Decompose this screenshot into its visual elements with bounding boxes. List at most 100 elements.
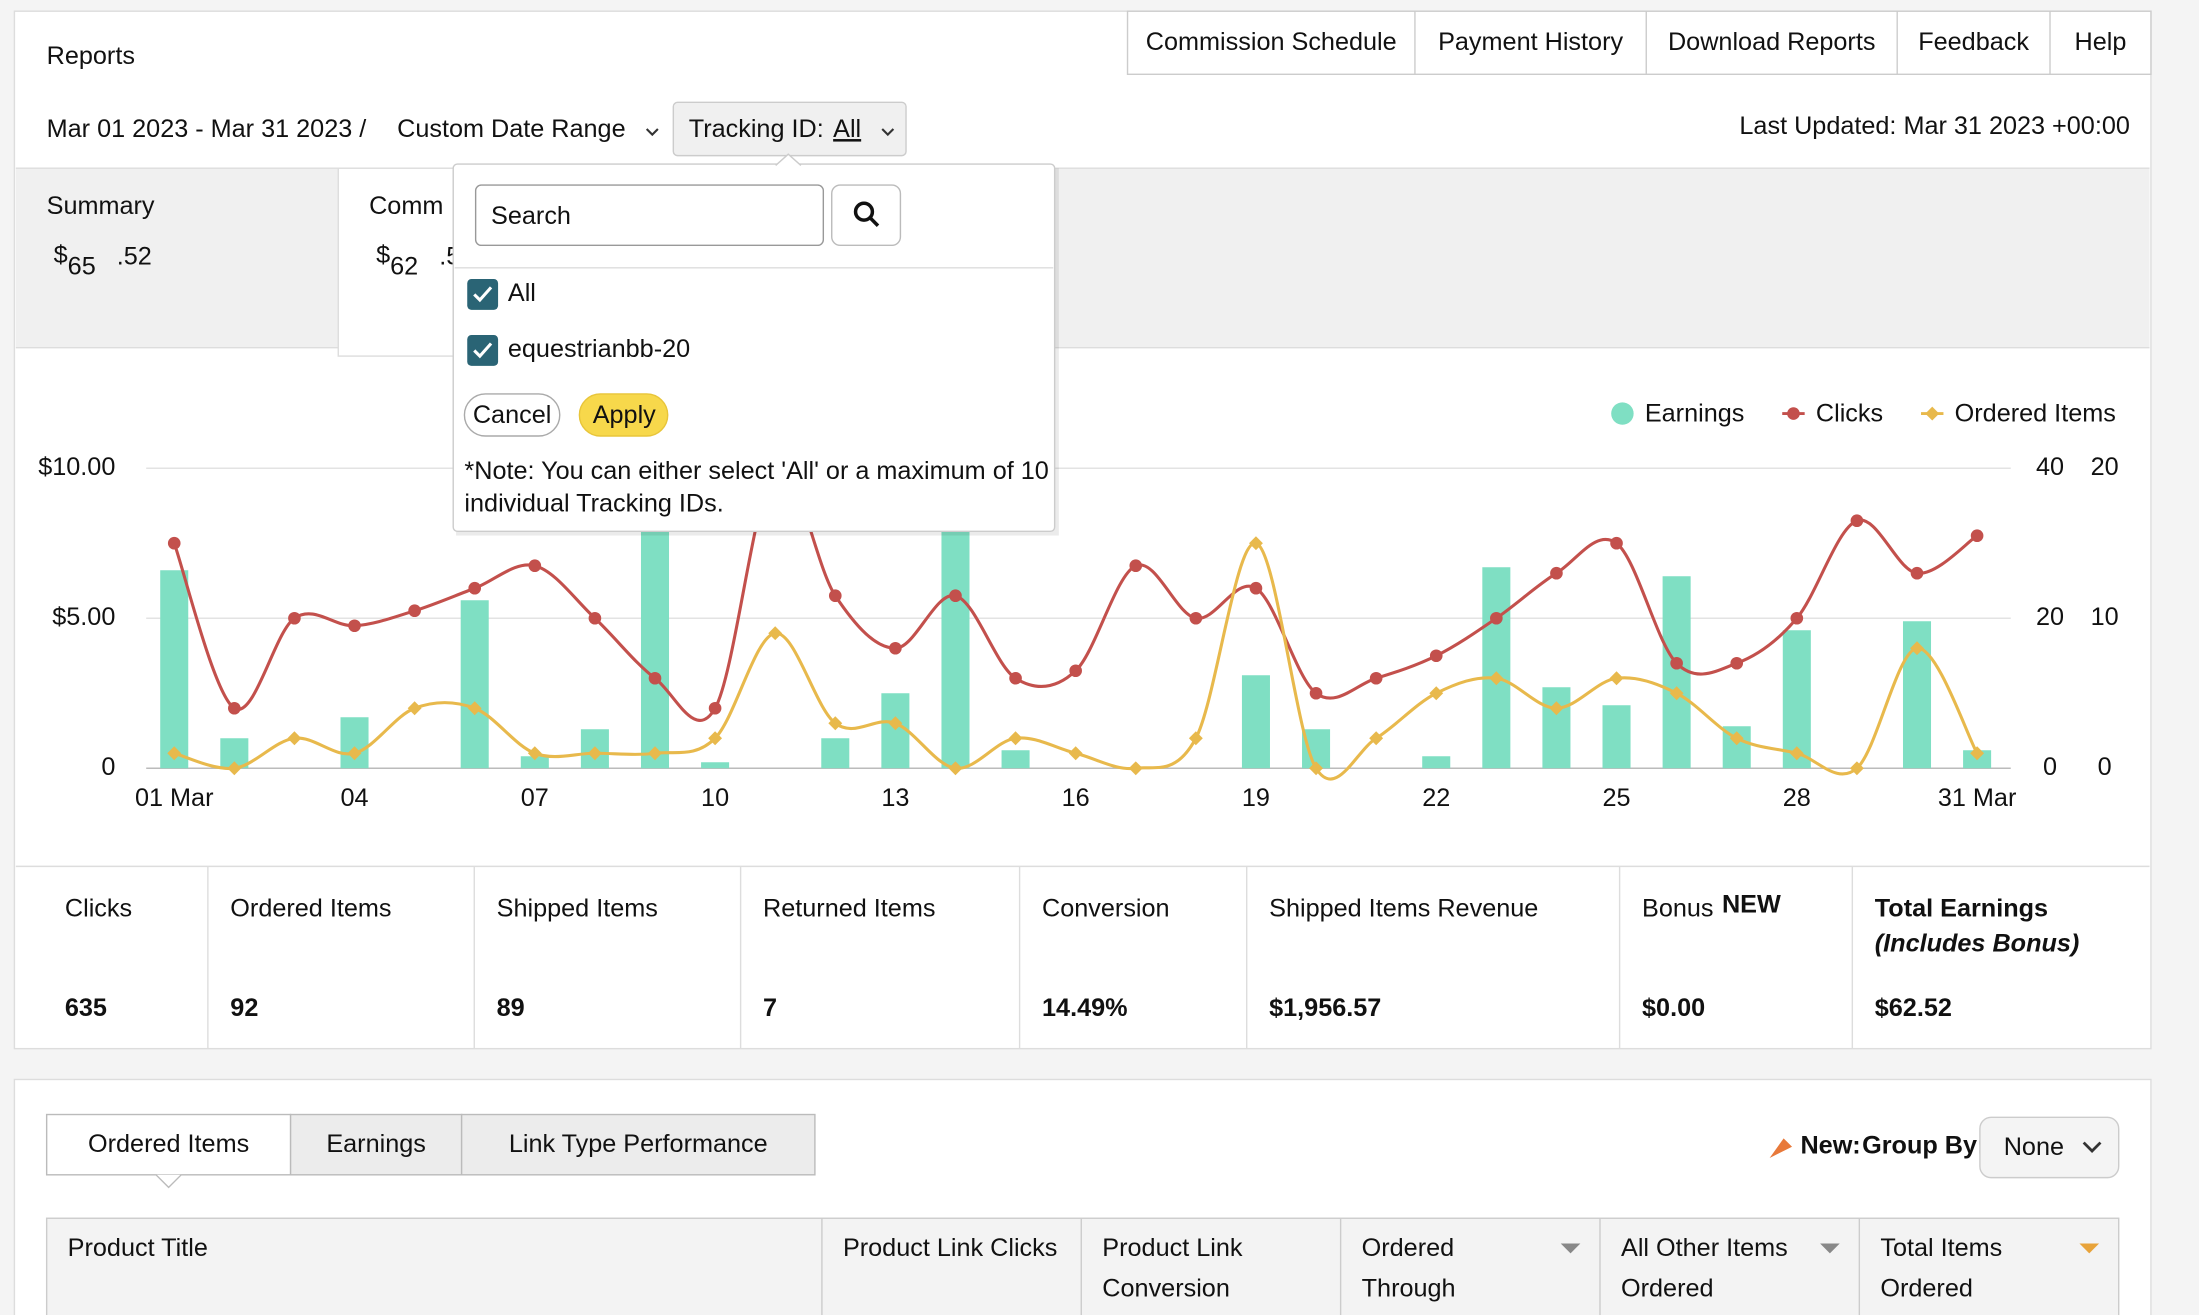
x-tick-label: 19 — [1242, 784, 1270, 812]
table-header-label[interactable]: Ordered — [1362, 1234, 1455, 1262]
point — [1489, 671, 1504, 686]
nav-link[interactable]: Help — [2075, 28, 2127, 56]
point — [1970, 529, 1984, 543]
option-label[interactable]: All — [508, 279, 536, 307]
stat-value: $62.52 — [1875, 994, 1952, 1022]
table-header-label[interactable]: Ordered — [1880, 1274, 1973, 1302]
report-tab-label[interactable]: Earnings — [326, 1130, 426, 1158]
point — [588, 611, 602, 625]
bar — [941, 528, 970, 769]
note: individual Tracking IDs. — [464, 489, 723, 517]
summary-label[interactable]: Summary — [47, 192, 155, 220]
point — [1610, 536, 1623, 550]
point — [1129, 559, 1143, 573]
point — [889, 641, 902, 655]
point — [348, 619, 361, 633]
apply-button[interactable] — [578, 393, 669, 437]
date-range: Mar 01 2023 - Mar 31 2023 / — [47, 115, 367, 143]
bar — [1662, 576, 1691, 769]
point — [1730, 656, 1744, 670]
nav-link[interactable]: Commission Schedule — [1146, 28, 1397, 56]
point — [1369, 731, 1384, 746]
point — [1970, 746, 1985, 761]
stat-value: 92 — [230, 994, 258, 1022]
nav-link[interactable]: Feedback — [1918, 28, 2029, 56]
chart: 0 $5.00 $10.00 0 20 40 0 10 20 01 Mar 04 07 10 13 16 19… — [38, 400, 2118, 812]
point — [1249, 581, 1263, 595]
group-label: Group By: — [1862, 1131, 1985, 1159]
report-tab[interactable] — [460, 1113, 816, 1176]
y-tick-label: $10.00 — [38, 453, 115, 481]
option-label[interactable]: equestrianbb-20 — [508, 335, 690, 363]
legend-marker — [1925, 406, 1940, 421]
nav-bar — [1126, 10, 2152, 76]
x-tick-label: 22 — [1422, 784, 1450, 812]
table-header-label[interactable]: All Other Items — [1621, 1234, 1788, 1262]
legend-label[interactable]: Earnings — [1645, 400, 1745, 428]
legend-label[interactable]: Ordered Items — [1955, 400, 2116, 428]
table-header-label[interactable]: Through — [1362, 1274, 1456, 1302]
x-tick-label: 31 Mar — [1938, 784, 2016, 812]
nav-link[interactable]: Download Reports — [1668, 28, 1875, 56]
tracking-value[interactable]: All — [833, 115, 861, 143]
bar — [821, 738, 850, 769]
stat-value: $0.00 — [1642, 994, 1705, 1022]
x-tick-label: 07 — [521, 784, 549, 812]
point — [828, 589, 842, 603]
point — [1669, 686, 1684, 701]
search-input[interactable] — [474, 184, 825, 247]
bar — [1542, 687, 1571, 769]
last-updated: Last Updated: Mar 31 2023 +00:00 — [1739, 112, 2129, 140]
title: Reports — [47, 42, 135, 70]
search-button[interactable] — [831, 184, 902, 247]
point — [828, 716, 843, 731]
stat-value: $1,956.57 — [1269, 994, 1381, 1022]
bar — [1422, 756, 1451, 769]
point — [1009, 671, 1022, 685]
x-tick-label: 25 — [1602, 784, 1630, 812]
table-header-label[interactable]: Product Link Clicks — [843, 1234, 1057, 1262]
table-header-label[interactable]: Product Title — [68, 1234, 208, 1262]
amount-cents: .52 — [117, 243, 152, 271]
group-new: New: — [1800, 1131, 1860, 1159]
apply-label[interactable]: Apply — [593, 401, 656, 429]
point — [468, 581, 482, 595]
date-link[interactable]: Custom Date Range — [397, 115, 625, 143]
checkbox[interactable] — [467, 278, 499, 310]
main-panel — [13, 10, 2152, 1050]
point — [288, 611, 301, 625]
y3-tick-label: 10 — [2091, 603, 2119, 631]
cancel-label[interactable]: Cancel — [473, 401, 552, 429]
stat-label: Shipped Items Revenue — [1269, 895, 1538, 923]
group-select[interactable] — [1979, 1116, 2120, 1179]
report-tab-label[interactable]: Ordered Items — [88, 1130, 249, 1158]
cancel-button[interactable] — [463, 393, 561, 437]
point — [888, 716, 903, 731]
y2-tick-label: 20 — [2036, 603, 2064, 631]
table-header-label[interactable]: Ordered — [1621, 1274, 1714, 1302]
x-tick-label: 16 — [1062, 784, 1090, 812]
rocket-icon — [1769, 1138, 1793, 1158]
checkbox[interactable] — [467, 335, 499, 366]
y2-tick-label: 0 — [2043, 753, 2057, 781]
x-tick-label: 13 — [881, 784, 909, 812]
legend-marker — [1787, 407, 1800, 420]
report-tab-label[interactable]: Link Type Performance — [509, 1130, 768, 1158]
group-value[interactable]: None — [2004, 1133, 2064, 1161]
summary-label[interactable]: Comm — [369, 192, 443, 220]
nav-link[interactable]: Payment History — [1438, 28, 1623, 56]
point — [1850, 514, 1864, 528]
table-header-label[interactable]: Product Link — [1102, 1234, 1243, 1262]
report-tab[interactable] — [45, 1113, 292, 1176]
x-tick-label: 04 — [340, 784, 368, 812]
chevron — [2082, 1141, 2102, 1153]
point — [1849, 761, 1864, 776]
point — [1789, 746, 1804, 761]
point — [648, 671, 662, 685]
currency: $ — [54, 241, 68, 269]
table-header-label[interactable]: Total Items — [1880, 1234, 2002, 1262]
table-header-label[interactable]: Conversion — [1102, 1274, 1230, 1302]
bar — [1782, 630, 1811, 769]
legend-label[interactable]: Clicks — [1816, 400, 1883, 428]
stat-sublabel: (Includes Bonus) — [1875, 930, 2080, 958]
